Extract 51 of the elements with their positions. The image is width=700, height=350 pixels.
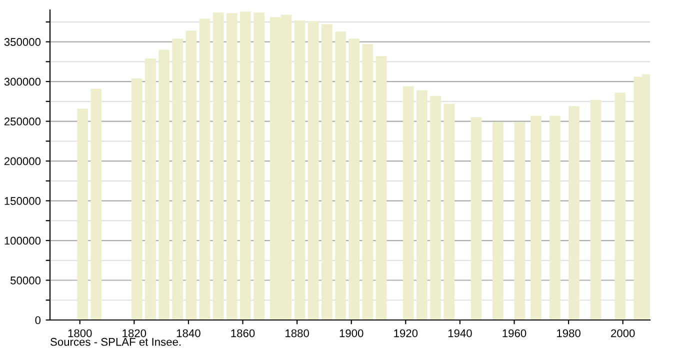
bar <box>172 38 184 320</box>
y-tick-label: 150000 <box>4 197 41 205</box>
y-tick-label: 350000 <box>4 38 41 46</box>
bar <box>308 21 319 320</box>
bar <box>348 38 360 320</box>
bar <box>131 78 142 320</box>
bar <box>294 20 306 320</box>
x-tick-label: 1820 <box>122 329 146 338</box>
bar <box>77 108 88 320</box>
bar <box>199 18 210 320</box>
bar <box>90 88 102 320</box>
bar <box>530 116 542 320</box>
x-tick-label: 1840 <box>176 329 200 338</box>
y-tick-label: 100000 <box>4 236 41 245</box>
bar <box>416 90 428 320</box>
bar <box>402 86 414 320</box>
bar <box>376 56 387 320</box>
bar <box>444 104 455 320</box>
bar <box>550 116 560 320</box>
bar <box>514 122 526 320</box>
bar <box>145 58 156 320</box>
y-tick-label: 0 <box>35 316 41 324</box>
bar <box>362 44 374 320</box>
x-tick-label: 1920 <box>394 329 418 338</box>
y-tick-label: 200000 <box>4 157 41 166</box>
bar <box>614 92 626 320</box>
x-tick-label: 1940 <box>448 329 472 338</box>
x-tick-label: 1800 <box>68 329 92 338</box>
bar <box>254 12 264 320</box>
bar <box>186 30 197 320</box>
bar <box>321 24 332 320</box>
x-tick-label: 1900 <box>340 329 364 338</box>
bar <box>430 96 441 320</box>
x-tick-label: 1980 <box>557 329 580 338</box>
bar <box>240 12 251 320</box>
source-note: Sources - SPLAF et Insee. <box>50 338 181 346</box>
bar <box>226 13 238 320</box>
x-tick-label: 1960 <box>502 329 526 338</box>
bar <box>492 122 504 320</box>
bar <box>158 50 170 320</box>
y-tick-label: 250000 <box>4 118 41 126</box>
y-tick-label: 50000 <box>10 276 41 284</box>
y-tick-label: 300000 <box>4 78 41 86</box>
x-tick-label: 1880 <box>286 329 309 338</box>
bar <box>590 100 602 320</box>
bar <box>212 12 224 320</box>
x-tick-label: 2000 <box>611 329 635 338</box>
bar <box>568 106 580 320</box>
bar <box>335 31 346 320</box>
bar <box>470 117 482 320</box>
x-tick-label: 1860 <box>231 329 255 338</box>
